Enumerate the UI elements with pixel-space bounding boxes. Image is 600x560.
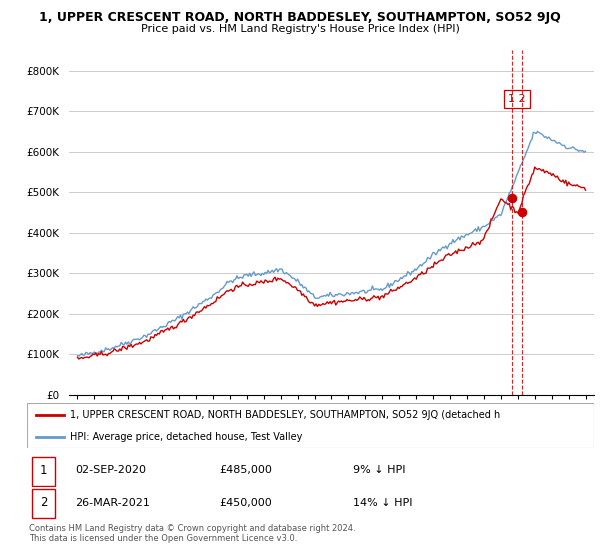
Text: £450,000: £450,000 bbox=[220, 498, 272, 508]
Text: 1 2: 1 2 bbox=[508, 94, 526, 104]
Text: 1, UPPER CRESCENT ROAD, NORTH BADDESLEY, SOUTHAMPTON, SO52 9JQ (detached h: 1, UPPER CRESCENT ROAD, NORTH BADDESLEY,… bbox=[70, 410, 500, 421]
Text: HPI: Average price, detached house, Test Valley: HPI: Average price, detached house, Test… bbox=[70, 432, 302, 442]
Text: 1, UPPER CRESCENT ROAD, NORTH BADDESLEY, SOUTHAMPTON, SO52 9JQ: 1, UPPER CRESCENT ROAD, NORTH BADDESLEY,… bbox=[39, 11, 561, 24]
Text: 2: 2 bbox=[40, 496, 47, 509]
Bar bbox=[32, 489, 55, 518]
Text: 14% ↓ HPI: 14% ↓ HPI bbox=[353, 498, 413, 508]
Text: 9% ↓ HPI: 9% ↓ HPI bbox=[353, 465, 406, 475]
Text: 1: 1 bbox=[40, 464, 47, 477]
Text: £485,000: £485,000 bbox=[220, 465, 272, 475]
Text: 02-SEP-2020: 02-SEP-2020 bbox=[75, 465, 146, 475]
Text: Contains HM Land Registry data © Crown copyright and database right 2024.
This d: Contains HM Land Registry data © Crown c… bbox=[29, 524, 355, 543]
Bar bbox=[32, 457, 55, 486]
Point bbox=[517, 208, 526, 217]
Point bbox=[508, 194, 517, 203]
Text: 26-MAR-2021: 26-MAR-2021 bbox=[75, 498, 150, 508]
Text: Price paid vs. HM Land Registry's House Price Index (HPI): Price paid vs. HM Land Registry's House … bbox=[140, 24, 460, 34]
